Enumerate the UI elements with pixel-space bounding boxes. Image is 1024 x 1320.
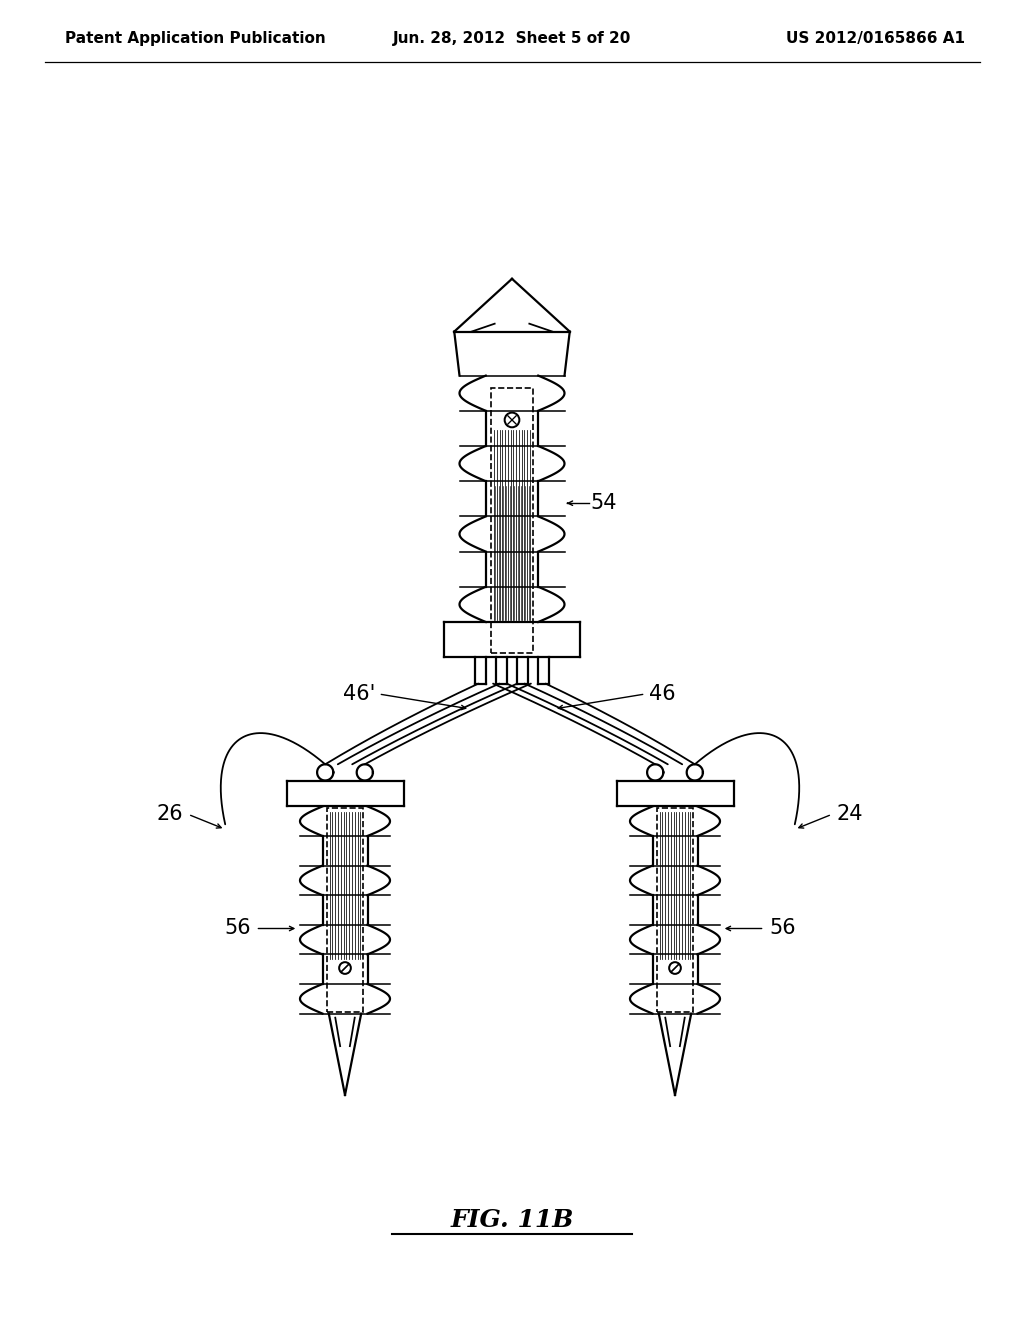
Text: US 2012/0165866 A1: US 2012/0165866 A1 — [786, 30, 965, 45]
Text: 56: 56 — [769, 919, 796, 939]
Text: FIG. 11B: FIG. 11B — [451, 1208, 573, 1232]
Text: 56: 56 — [224, 919, 251, 939]
Text: Patent Application Publication: Patent Application Publication — [65, 30, 326, 45]
Text: 24: 24 — [837, 804, 863, 824]
Text: 26: 26 — [157, 804, 183, 824]
Text: 54: 54 — [591, 494, 617, 513]
Text: Jun. 28, 2012  Sheet 5 of 20: Jun. 28, 2012 Sheet 5 of 20 — [393, 30, 631, 45]
Text: 46: 46 — [648, 684, 675, 704]
Text: 46': 46' — [343, 684, 376, 704]
